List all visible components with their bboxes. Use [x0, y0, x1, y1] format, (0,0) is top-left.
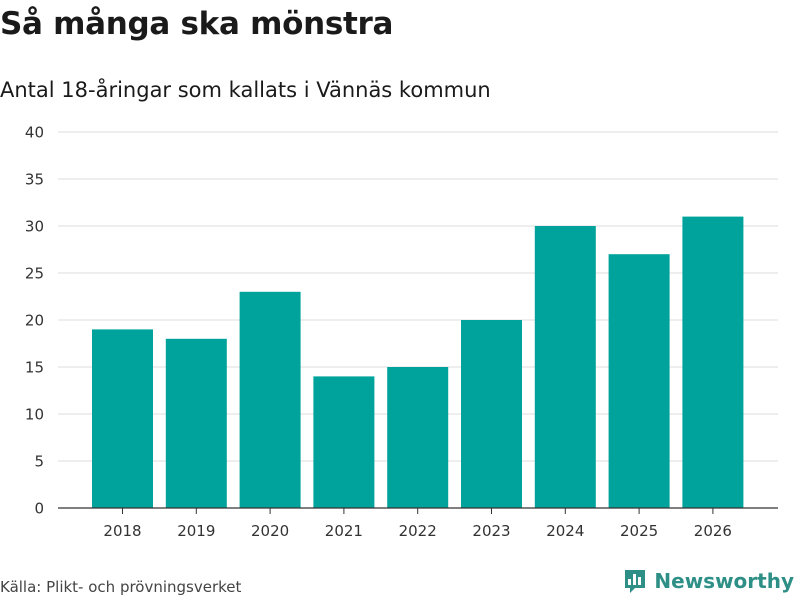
chart-subtitle: Antal 18-åringar som kallats i Vännäs ko…: [0, 78, 491, 102]
y-tick-label: 0: [34, 500, 44, 518]
x-tick-label: 2026: [694, 522, 732, 540]
y-tick-label: 10: [25, 406, 44, 424]
bar-2026: [682, 216, 744, 508]
brand-logo[interactable]: Newsworthy: [623, 568, 794, 594]
bar-2024: [534, 226, 596, 508]
x-tick-label: 2025: [620, 522, 658, 540]
y-tick-label: 15: [25, 359, 44, 377]
bar-2018: [92, 329, 153, 508]
bar-2020: [239, 291, 301, 508]
bar-2021: [313, 376, 375, 508]
bar-chart-icon: [625, 570, 646, 593]
x-tick-label: 2018: [103, 522, 141, 540]
bar-2023: [461, 320, 522, 508]
y-tick-label: 20: [25, 312, 44, 330]
x-tick-label: 2019: [177, 522, 215, 540]
brand-name: Newsworthy: [654, 569, 794, 593]
bar-2025: [608, 254, 670, 508]
x-tick-label: 2020: [251, 522, 289, 540]
source-note: Källa: Plikt- och prövningsverket: [0, 578, 242, 596]
y-tick-label: 40: [25, 124, 44, 142]
y-tick-label: 30: [25, 218, 44, 236]
y-tick-label: 35: [25, 171, 44, 189]
y-tick-label: 25: [25, 265, 44, 283]
x-tick-label: 2022: [399, 522, 437, 540]
bar-2019: [165, 338, 227, 508]
chart-title: Så många ska mönstra: [0, 6, 394, 42]
y-tick-label: 5: [34, 453, 44, 471]
x-tick-label: 2021: [325, 522, 363, 540]
x-tick-label: 2023: [472, 522, 510, 540]
x-tick-label: 2024: [546, 522, 584, 540]
bar-2022: [387, 367, 449, 508]
